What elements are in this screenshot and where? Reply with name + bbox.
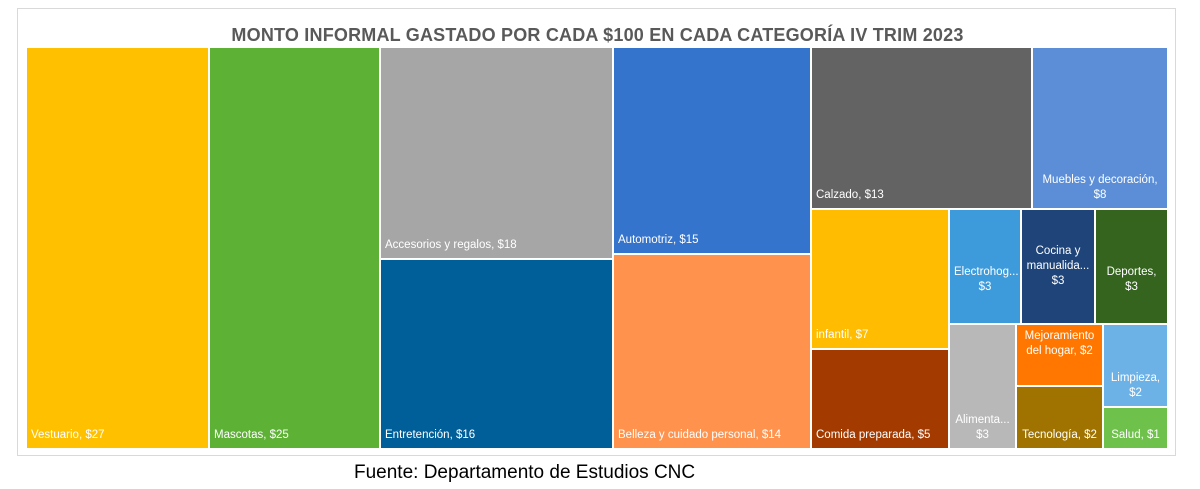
treemap-tile-mejoramiento-del-hogar: Mejoramiento del hogar, $2 — [1016, 324, 1103, 386]
tile-label-line: infantil, $7 — [816, 329, 869, 341]
tile-label-line: $8 — [1093, 189, 1107, 201]
tile-label-line: Tecnología, $2 — [1022, 429, 1097, 441]
treemap-tile-muebles-y-decoración: Muebles y decoración, $8 — [1032, 47, 1168, 209]
tile-label: Electrohog... $3 — [954, 265, 1019, 295]
tile-label: Vestuario, $27 — [31, 428, 204, 443]
treemap-tile-belleza-y-cuidado-personal: Belleza y cuidado personal, $14 — [613, 254, 811, 449]
treemap-tile-deportes: Deportes, $3 — [1095, 209, 1168, 324]
tile-label-line: $3 — [978, 281, 992, 293]
treemap-tile-infantil: infantil, $7 — [811, 209, 949, 349]
tile-label-line: Mascotas, $25 — [214, 429, 289, 441]
treemap-tile-automotriz: Automotriz, $15 — [613, 47, 811, 254]
tile-label-line: $3 — [1125, 281, 1138, 293]
tile-label-line: Vestuario, $27 — [31, 429, 105, 441]
tile-label-line: Accesorios y regalos, $18 — [385, 239, 517, 251]
treemap-tile-alimentación: Alimenta... $3 — [949, 324, 1016, 449]
tile-label: Belleza y cuidado personal, $14 — [618, 428, 806, 443]
tile-label: Tecnología, $2 — [1021, 428, 1098, 443]
tile-label-line: $2 — [1129, 387, 1142, 399]
tile-label-line: $3 — [1051, 275, 1065, 287]
tile-label-line: Calzado, $13 — [816, 189, 884, 201]
tile-label-line: Electrohog... — [954, 266, 1019, 278]
tile-label: Accesorios y regalos, $18 — [385, 238, 608, 253]
treemap-tile-cocina-y-manualidades: Cocina y manualida... $3 — [1021, 209, 1095, 324]
tile-label-line: del hogar, $2 — [1026, 345, 1093, 357]
tile-label: Deportes, $3 — [1100, 265, 1163, 295]
treemap-tile-limpieza: Limpieza, $2 — [1103, 324, 1168, 407]
treemap-tile-mascotas: Mascotas, $25 — [209, 47, 380, 449]
chart-title: MONTO INFORMAL GASTADO POR CADA $100 EN … — [231, 25, 964, 45]
treemap-tile-accesorios-y-regalos: Accesorios y regalos, $18 — [380, 47, 613, 259]
tile-label: Muebles y decoración, $8 — [1037, 173, 1163, 203]
tile-label-line: Muebles y decoración, — [1042, 174, 1158, 186]
tile-label-line: Belleza y cuidado personal, $14 — [618, 429, 782, 441]
tile-label: Limpieza, $2 — [1108, 371, 1163, 401]
treemap-tile-vestuario: Vestuario, $27 — [26, 47, 209, 449]
tile-label-line: Cocina y — [1035, 245, 1081, 257]
tile-label: Comida preparada, $5 — [816, 428, 944, 443]
tile-label: Entretención, $16 — [385, 428, 608, 443]
treemap-tile-tecnología: Tecnología, $2 — [1016, 386, 1103, 449]
tile-label-line: Deportes, — [1106, 266, 1157, 278]
tile-label: Mascotas, $25 — [214, 428, 375, 443]
tile-label-line: Salud, $1 — [1111, 429, 1160, 441]
tile-label-line: manualida... — [1026, 260, 1090, 272]
tile-label: infantil, $7 — [816, 328, 944, 343]
tile-label: Calzado, $13 — [816, 188, 1027, 203]
tile-label-line: Entretención, $16 — [385, 429, 476, 441]
tile-label: Automotriz, $15 — [618, 233, 806, 248]
treemap-tile-calzado: Calzado, $13 — [811, 47, 1032, 209]
tile-label: Cocina y manualida... $3 — [1026, 244, 1090, 289]
chart-frame: MONTO INFORMAL GASTADO POR CADA $100 EN … — [17, 8, 1176, 456]
tile-label: Mejoramiento del hogar, $2 — [1021, 329, 1098, 359]
tile-label-line: $3 — [976, 429, 989, 441]
tile-label: Salud, $1 — [1108, 428, 1163, 443]
treemap-tile-comida-preparada: Comida preparada, $5 — [811, 349, 949, 449]
tile-label-line: Automotriz, $15 — [618, 234, 699, 246]
tile-label-line: Comida preparada, $5 — [816, 429, 931, 441]
tile-label-line: Limpieza, — [1110, 372, 1161, 384]
treemap-tile-electrohogar: Electrohog... $3 — [949, 209, 1021, 324]
treemap-tile-entretención: Entretención, $16 — [380, 259, 613, 449]
tile-label: Alimenta... $3 — [954, 413, 1011, 443]
tile-label-line: Alimenta... — [955, 414, 1010, 426]
source-note: Fuente: Departamento de Estudios CNC — [354, 462, 696, 483]
tile-label-line: Mejoramiento — [1024, 330, 1095, 342]
treemap-tile-salud: Salud, $1 — [1103, 407, 1168, 449]
